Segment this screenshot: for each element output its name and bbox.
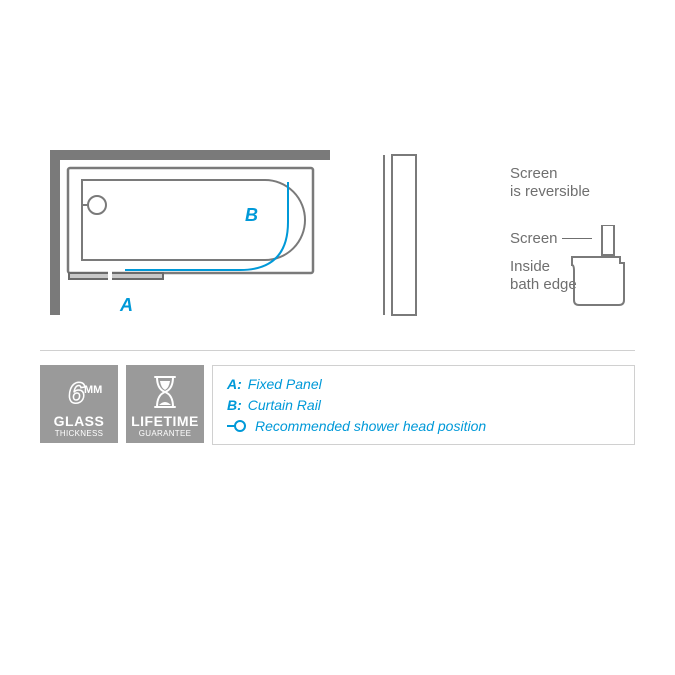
diagram-container: B A Screen is reversible Screen Inside b… <box>40 150 635 525</box>
bathtub-svg <box>50 150 330 320</box>
reversible-line2: is reversible <box>510 183 590 200</box>
svg-text:6: 6 <box>68 377 85 410</box>
bath-cross-section <box>570 225 625 305</box>
legend-row-a: A: Fixed Panel <box>227 376 620 392</box>
divider-line <box>40 350 635 351</box>
legend-row-c: Recommended shower head position <box>227 418 620 434</box>
svg-text:MM: MM <box>84 384 102 396</box>
legend-b-val: Curtain Rail <box>248 397 321 413</box>
legend-box: A: Fixed Panel B: Curtain Rail Recommend… <box>212 365 635 445</box>
glass-line1: GLASS <box>54 413 105 429</box>
inside-edge-label: Inside bath edge <box>510 258 577 294</box>
legend-row-b: B: Curtain Rail <box>227 397 620 413</box>
six-mm-icon: 6 MM <box>56 375 102 411</box>
bath-cross-svg <box>570 225 630 310</box>
lifetime-line1: LIFETIME <box>131 413 199 429</box>
bathtub-plan-view: B A <box>50 150 330 310</box>
legend-c-val: Recommended shower head position <box>255 418 486 434</box>
reversible-label: Screen is reversible <box>510 165 590 201</box>
inside-line2: bath edge <box>510 276 577 293</box>
legend-a-key: A: <box>227 376 242 392</box>
screen-label: Screen <box>510 230 558 247</box>
label-a: A <box>120 295 133 316</box>
glass-line2: THICKNESS <box>55 429 104 438</box>
screen-elevation-svg <box>380 150 420 320</box>
hourglass-icon <box>145 373 185 411</box>
lifetime-line2: GUARANTEE <box>139 429 192 438</box>
legend-a-val: Fixed Panel <box>248 376 322 392</box>
lifetime-guarantee-badge: LIFETIME GUARANTEE <box>126 365 204 443</box>
glass-thickness-badge: 6 MM GLASS THICKNESS <box>40 365 118 443</box>
inside-line1: Inside <box>510 258 550 275</box>
label-b: B <box>245 205 258 226</box>
screen-elevation <box>380 150 420 320</box>
legend-b-key: B: <box>227 397 242 413</box>
top-row: B A Screen is reversible Screen Inside b… <box>40 150 635 340</box>
badges-row: 6 MM GLASS THICKNESS LIFETIME GUARANTEE … <box>40 365 635 445</box>
reversible-line1: Screen <box>510 165 558 182</box>
shower-head-icon <box>227 419 249 433</box>
